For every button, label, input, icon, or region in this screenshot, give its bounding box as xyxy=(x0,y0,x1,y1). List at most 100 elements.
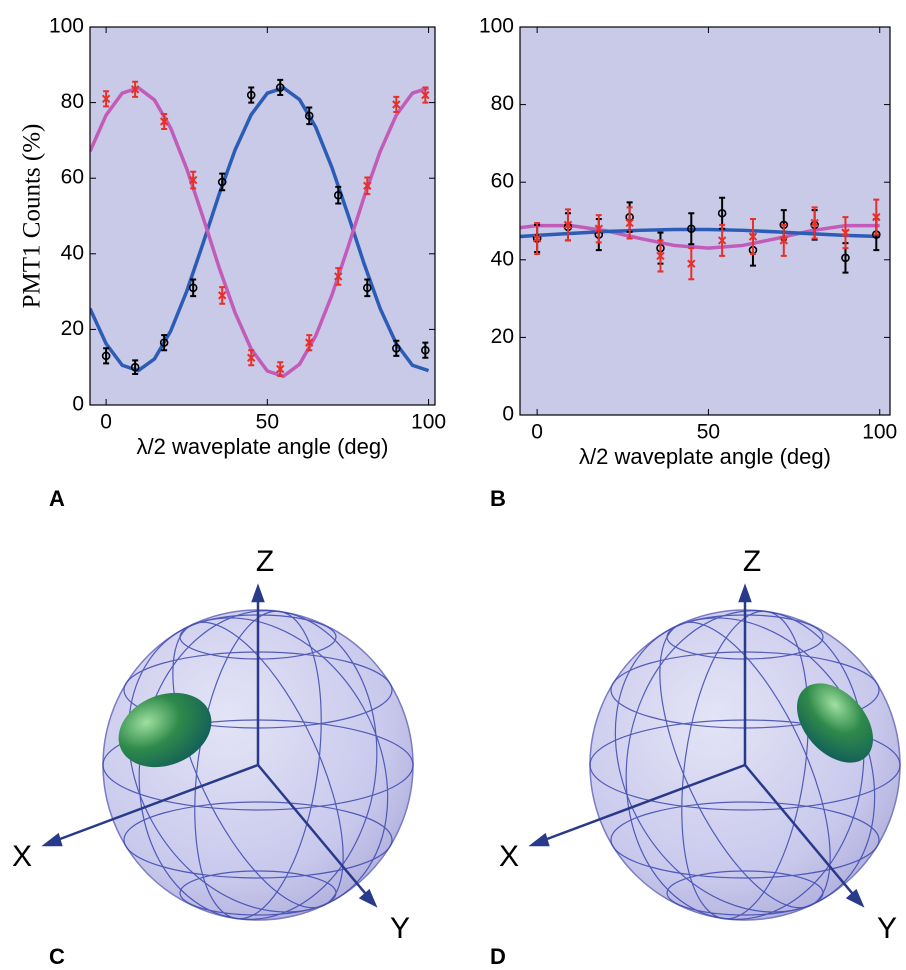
data-point xyxy=(656,251,665,261)
axis-label: Z xyxy=(743,545,761,578)
data-point xyxy=(217,177,227,187)
error-bar xyxy=(688,212,695,246)
x-tick-label: 50 xyxy=(697,421,720,444)
data-point xyxy=(276,364,285,374)
fit-line xyxy=(520,223,880,250)
sphere xyxy=(43,569,441,961)
data-point xyxy=(188,175,198,185)
axis-label: Y xyxy=(877,912,897,945)
y-tick-label: 100 xyxy=(479,15,514,38)
data-point xyxy=(779,236,789,245)
data-point xyxy=(421,90,430,100)
error-bar xyxy=(335,185,342,205)
bloch-sphere: Z X Y xyxy=(12,545,441,961)
plot-background xyxy=(520,27,890,415)
data-point xyxy=(687,259,696,268)
data-point xyxy=(810,218,819,228)
data-point xyxy=(188,283,198,293)
error-bar xyxy=(248,86,255,104)
error-bar xyxy=(219,172,226,192)
plot-frame xyxy=(519,26,891,416)
data-point xyxy=(625,218,634,228)
y-tick-label: 40 xyxy=(491,247,514,270)
y-tick-label: 80 xyxy=(61,90,84,113)
plot-background xyxy=(90,27,435,405)
y-tick-label: 0 xyxy=(502,403,514,426)
x-tick-label: 50 xyxy=(256,411,279,434)
data-point xyxy=(841,253,850,263)
data-point xyxy=(246,90,256,100)
axis-label: Y xyxy=(390,912,410,945)
data-point xyxy=(717,236,727,245)
data-point xyxy=(532,234,542,243)
bloch-sphere: Z X Y xyxy=(499,545,906,961)
data-point xyxy=(563,220,573,230)
error-bar xyxy=(364,278,371,298)
data-point xyxy=(130,362,140,372)
data-point xyxy=(748,232,758,241)
ellipsoid xyxy=(118,692,212,768)
error-bar xyxy=(103,347,110,365)
data-point xyxy=(841,228,850,237)
panel-label: B xyxy=(490,486,506,511)
y-tick-label: 20 xyxy=(61,317,84,340)
ellipsoid xyxy=(796,683,874,763)
data-point xyxy=(101,351,111,361)
data-point xyxy=(159,117,169,126)
data-point xyxy=(872,212,881,222)
data-point xyxy=(217,291,227,300)
y-tick-label: 40 xyxy=(61,241,84,264)
data-point xyxy=(130,85,140,94)
data-point xyxy=(304,111,314,121)
data-point xyxy=(392,343,401,353)
data-point xyxy=(305,338,314,347)
error-bar xyxy=(393,339,400,357)
chart: 0 20 40 60 80 100 0 50 100 λ/2 waveplate angle (d… xyxy=(49,15,446,459)
panel-label: A xyxy=(49,486,65,511)
x-axis-label: λ/2 waveplate angle (deg) xyxy=(137,434,389,459)
panel-label: C xyxy=(49,944,65,969)
error-bar xyxy=(161,334,168,352)
y-axis-label: PMT1 Counts (%) xyxy=(19,124,46,309)
x-tick-label: 100 xyxy=(862,421,897,444)
data-point xyxy=(686,224,696,234)
data-point xyxy=(333,190,343,200)
data-point xyxy=(247,353,256,362)
y-tick-label: 80 xyxy=(491,92,514,115)
y-tick-label: 20 xyxy=(491,325,514,348)
y-tick-label: 100 xyxy=(49,15,84,38)
x-axis-label: λ/2 waveplate angle (deg) xyxy=(579,444,831,469)
data-point xyxy=(392,100,401,109)
plot-frame xyxy=(89,26,436,406)
data-point xyxy=(362,283,372,293)
error-bar xyxy=(190,278,197,298)
error-bar xyxy=(422,341,429,359)
fit-line xyxy=(90,85,430,379)
plot-area xyxy=(520,196,881,281)
fit-line xyxy=(90,85,430,373)
data-point xyxy=(334,272,343,281)
error-bar xyxy=(132,359,139,376)
chart: 0 20 40 60 80 100 0 50 100 λ/2 waveplate angle (d… xyxy=(479,15,897,469)
x-tick-label: 100 xyxy=(411,411,446,434)
x-tick-label: 0 xyxy=(100,411,112,434)
y-tick-label: 0 xyxy=(72,393,84,416)
error-bar xyxy=(306,106,313,126)
axis-label: X xyxy=(12,840,32,873)
plot-area xyxy=(90,78,430,379)
error-bar xyxy=(277,78,284,97)
data-point xyxy=(101,94,111,104)
x-tick-label: 0 xyxy=(531,421,543,444)
data-point xyxy=(594,224,604,233)
data-point xyxy=(159,338,169,347)
data-point xyxy=(363,181,372,190)
data-point xyxy=(275,83,285,92)
sphere xyxy=(530,569,906,961)
data-point xyxy=(717,208,727,218)
data-point xyxy=(421,345,430,355)
y-tick-label: 60 xyxy=(491,170,514,193)
panel-label: D xyxy=(490,944,506,969)
axis-label: Z xyxy=(256,545,274,578)
y-tick-label: 60 xyxy=(61,166,84,189)
